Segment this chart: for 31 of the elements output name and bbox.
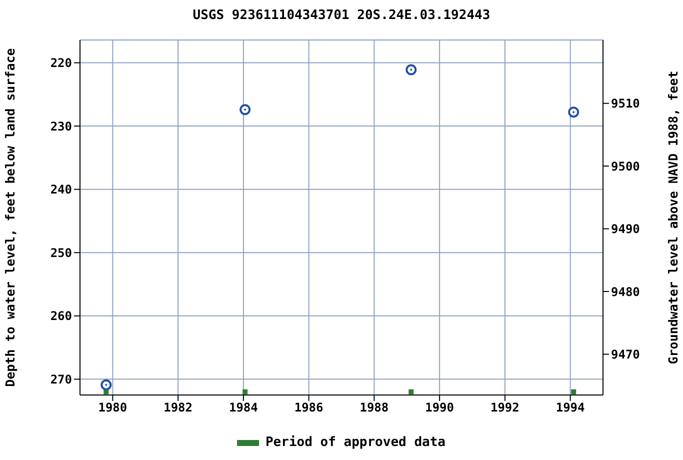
x-tick-label: 1984 (228, 400, 258, 415)
point (242, 389, 248, 394)
y-tick-label: 240 (50, 182, 72, 197)
y2-axis-title: Groundwater level above NAVD 1988, feet (665, 70, 680, 364)
y-axis-title: Depth to water level, feet below land surface (2, 48, 18, 387)
chart-title: USGS 923611104343701 20S.24E.03.192443 (192, 8, 492, 23)
x-tick-label: 1980 (98, 400, 128, 415)
y-tick-label: 220 (50, 56, 72, 70)
y2-tick-label: 9510 (611, 96, 640, 111)
y2-tick-label: 9480 (611, 284, 640, 299)
x-tick-label: 1988 (360, 400, 389, 415)
y2-tick-label: 9500 (611, 159, 640, 174)
point (406, 64, 417, 76)
point (100, 379, 112, 390)
y-tick-label: 230 (50, 119, 72, 134)
point (408, 389, 414, 394)
y2-tick-label: 9490 (611, 222, 640, 236)
y-tick-label: 250 (50, 246, 72, 260)
x-tick-label: 1992 (490, 400, 520, 415)
point (240, 104, 251, 116)
legend-label: Period of approved data (264, 435, 446, 450)
x-tick-label: 1986 (294, 400, 324, 415)
y2-tick-label: 9470 (611, 347, 640, 362)
point (571, 389, 576, 394)
y-tick-label: 260 (50, 309, 72, 324)
x-tick-label: 1982 (164, 400, 193, 415)
y-tick-label: 270 (50, 372, 72, 386)
point (104, 389, 109, 394)
point (568, 106, 580, 118)
x-tick-label: 1994 (556, 400, 585, 415)
x-tick-label: 1990 (425, 400, 454, 415)
